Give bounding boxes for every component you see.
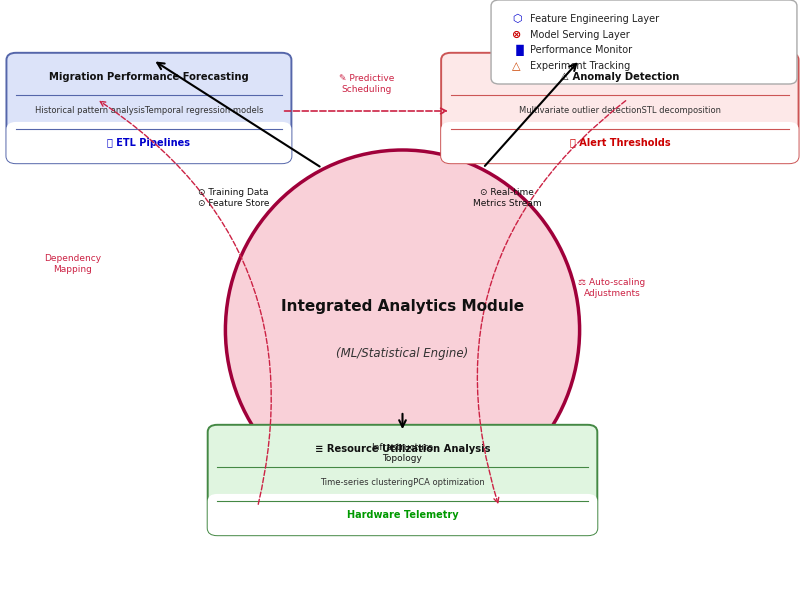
FancyBboxPatch shape (441, 53, 799, 163)
Text: ❗ ETL Pipelines: ❗ ETL Pipelines (107, 137, 191, 148)
Text: Infrastructure
Topology: Infrastructure Topology (371, 443, 434, 463)
Text: Performance Monitor: Performance Monitor (530, 46, 632, 55)
FancyBboxPatch shape (6, 53, 291, 163)
Text: Integrated Analytics Module: Integrated Analytics Module (281, 298, 524, 313)
Text: ⚖ Auto-scaling
Adjustments: ⚖ Auto-scaling Adjustments (578, 278, 646, 298)
Text: △: △ (512, 61, 521, 71)
Text: ⊙ Real-time
Metrics Stream: ⊙ Real-time Metrics Stream (473, 188, 542, 208)
Text: Historical pattern analysisTemporal regression models: Historical pattern analysisTemporal regr… (35, 106, 263, 115)
Text: Migration Performance Forecasting: Migration Performance Forecasting (49, 72, 249, 82)
Text: Time-series clusteringPCA optimization: Time-series clusteringPCA optimization (320, 478, 485, 487)
Text: ✎ Predictive
Scheduling: ✎ Predictive Scheduling (339, 74, 394, 94)
Text: ⬡: ⬡ (512, 14, 522, 24)
Text: 🔔 Alert Thresholds: 🔔 Alert Thresholds (570, 137, 670, 148)
Text: Experiment Tracking: Experiment Tracking (530, 61, 630, 71)
FancyBboxPatch shape (208, 425, 597, 535)
FancyBboxPatch shape (491, 0, 797, 84)
Text: (ML/Statistical Engine): (ML/Statistical Engine) (336, 347, 469, 361)
Text: Model Serving Layer: Model Serving Layer (530, 30, 630, 40)
FancyBboxPatch shape (208, 494, 597, 535)
Ellipse shape (225, 150, 580, 510)
Text: Hardware Telemetry: Hardware Telemetry (347, 509, 458, 520)
Text: ⊙ Training Data
⊙ Feature Store: ⊙ Training Data ⊙ Feature Store (198, 188, 269, 208)
Text: Feature Engineering Layer: Feature Engineering Layer (530, 14, 658, 24)
Text: ⚠ Anomaly Detection: ⚠ Anomaly Detection (560, 72, 679, 82)
Text: ▐▌: ▐▌ (512, 45, 529, 56)
Text: Dependency
Mapping: Dependency Mapping (44, 254, 101, 274)
Text: Multivariate outlier detectionSTL decomposition: Multivariate outlier detectionSTL decomp… (519, 106, 720, 115)
Text: ≡ Resource Utilization Analysis: ≡ Resource Utilization Analysis (315, 444, 490, 454)
FancyBboxPatch shape (6, 122, 291, 163)
FancyBboxPatch shape (441, 122, 799, 163)
Text: ⊗: ⊗ (512, 30, 522, 40)
